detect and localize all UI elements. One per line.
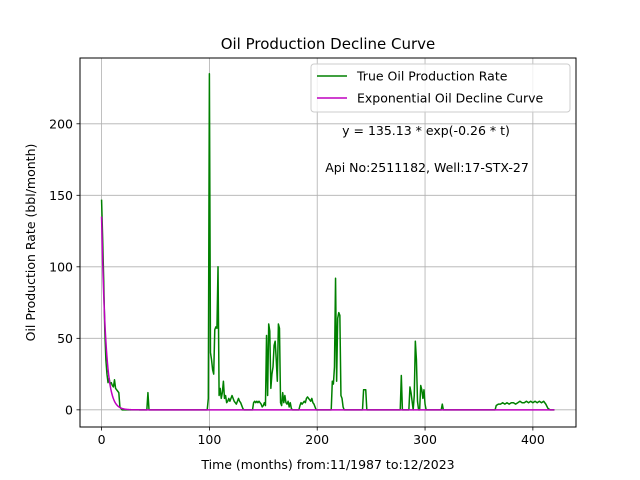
legend-label-exponential: Exponential Oil Decline Curve [357,91,544,106]
y-tick-label: 50 [57,331,73,346]
chart-title: Oil Production Decline Curve [221,35,436,53]
series-true-oil-production-rate [100,72,555,411]
y-tick-label: 200 [49,116,73,131]
x-tick-label: 100 [197,432,221,447]
x-axis-label: Time (months) from:11/1987 to:12/2023 [200,457,454,472]
axes-frame [79,57,577,428]
y-tick-label: 0 [65,402,73,417]
x-tick-label: 0 [98,432,106,447]
series-group [100,72,555,411]
x-tick-label: 300 [413,432,437,447]
y-axis-label: Oil Production Rate (bbl/month) [23,144,38,342]
series-exponential-decline-curve [100,216,555,411]
x-tick-label: 400 [521,432,545,447]
well-annotation: Api No:2511182, Well:17-STX-27 [325,160,529,175]
y-tick-label: 150 [49,188,73,203]
y-tick-label: 100 [49,259,73,274]
legend-label-true-rate: True Oil Production Rate [356,69,508,84]
equation-annotation: y = 135.13 * exp(-0.26 * t) [342,123,510,138]
ticks: 0 100 200 300 400 0 50 100 150 200 [49,116,545,447]
legend: True Oil Production Rate Exponential Oil… [310,63,571,113]
legend-box [310,63,571,113]
x-tick-label: 200 [305,432,329,447]
